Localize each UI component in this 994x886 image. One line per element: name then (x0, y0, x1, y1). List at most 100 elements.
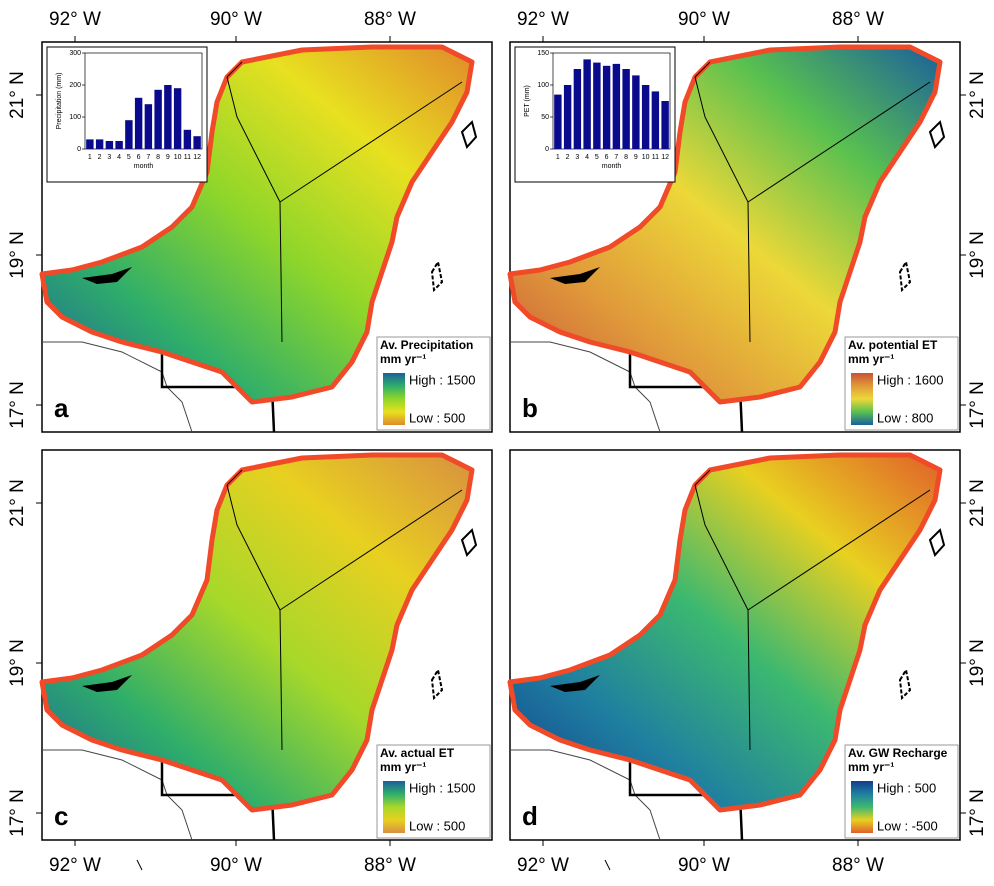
x-tick-label: 4 (117, 154, 121, 161)
latitude-label: 21° N (967, 479, 988, 527)
legend-ramp (383, 781, 405, 833)
x-tick-label: 12 (661, 154, 669, 161)
x-tick-label: 2 (98, 154, 102, 161)
panel-label: b (522, 393, 538, 423)
bar (125, 120, 132, 149)
x-tick-label: 1 (556, 154, 560, 161)
longitude-label: 88° W (364, 855, 416, 876)
x-tick-label: 12 (193, 154, 201, 161)
inset-chart: 0100200300123456789101112monthPrecipitat… (47, 47, 207, 182)
x-tick-label: 6 (137, 154, 141, 161)
panel-label: a (54, 393, 69, 423)
bar (613, 64, 620, 149)
legend-low: Low : -500 (877, 818, 938, 833)
bar (174, 88, 181, 149)
bar (661, 101, 668, 149)
legend-high: High : 500 (877, 780, 936, 795)
x-tick-label: 9 (166, 154, 170, 161)
legend-ramp (383, 373, 405, 425)
legend-unit: mm yr⁻¹ (380, 352, 426, 366)
bar (603, 66, 610, 149)
x-tick-label: 5 (595, 154, 599, 161)
legend-unit: mm yr⁻¹ (848, 760, 894, 774)
legend-high: High : 1500 (409, 780, 476, 795)
longitude-label: 90° W (678, 9, 730, 30)
bar (642, 85, 649, 149)
x-tick-label: 9 (634, 154, 638, 161)
bar (652, 91, 659, 149)
legend-ramp (851, 373, 873, 425)
y-tick-label: 0 (77, 146, 81, 153)
y-tick-label: 150 (537, 50, 549, 57)
legend-title: Av. GW Recharge (848, 746, 948, 760)
legend: Av. potential ETmm yr⁻¹High : 1600Low : … (845, 337, 958, 430)
panel-label: d (522, 801, 538, 831)
y-tick-label: 100 (69, 114, 81, 121)
bar (554, 95, 561, 149)
bar (135, 98, 142, 149)
latitude-label: 21° N (7, 71, 28, 119)
legend-low: Low : 500 (409, 410, 465, 425)
latitude-label: 21° N (967, 71, 988, 119)
longitude-label: 92° W (517, 855, 569, 876)
y-tick-label: 200 (69, 82, 81, 89)
x-tick-label: 5 (127, 154, 131, 161)
latitude-label: 17° N (967, 381, 988, 429)
legend-title: Av. potential ET (848, 338, 938, 352)
longitude-label: 88° W (364, 9, 416, 30)
bar (96, 139, 103, 149)
bar (86, 139, 93, 149)
bar (622, 69, 629, 149)
longitude-label: 88° W (832, 855, 884, 876)
bar (184, 130, 191, 149)
longitude-label: 90° W (678, 855, 730, 876)
longitude-label: 92° W (49, 9, 101, 30)
x-tick-label: 10 (642, 154, 650, 161)
panel-label: c (54, 801, 68, 831)
bar (632, 75, 639, 149)
x-tick-label: 8 (624, 154, 628, 161)
longitude-label: 92° W (49, 855, 101, 876)
legend-title: Av. actual ET (380, 746, 455, 760)
longitude-label: 90° W (210, 855, 262, 876)
figure: aAv. Precipitationmm yr⁻¹High : 1500Low … (0, 0, 994, 881)
x-tick-label: 1 (88, 154, 92, 161)
bar (574, 69, 581, 149)
x-tick-label: 10 (174, 154, 182, 161)
x-tick-label: 8 (156, 154, 160, 161)
x-tick-label: 11 (184, 154, 191, 161)
x-tick-label: 4 (585, 154, 589, 161)
legend-title: Av. Precipitation (380, 338, 473, 352)
latitude-label: 19° N (7, 231, 28, 279)
x-tick-label: 3 (107, 154, 111, 161)
border-line (137, 860, 142, 870)
longitude-label: 88° W (832, 9, 884, 30)
x-tick-label: 7 (614, 154, 618, 161)
latitude-label: 17° N (7, 381, 28, 429)
legend-unit: mm yr⁻¹ (848, 352, 894, 366)
x-tick-label: 3 (575, 154, 579, 161)
x-axis-label: month (134, 163, 154, 170)
longitude-label: 92° W (517, 9, 569, 30)
bar (106, 141, 113, 149)
bar (583, 59, 590, 149)
latitude-label: 19° N (967, 639, 988, 687)
y-axis-label: PET (mm) (524, 85, 531, 117)
legend: Av. actual ETmm yr⁻¹High : 1500Low : 500 (377, 745, 490, 838)
bar (164, 85, 171, 149)
y-tick-label: 0 (545, 146, 549, 153)
legend-ramp (851, 781, 873, 833)
x-tick-label: 7 (146, 154, 150, 161)
x-tick-label: 2 (566, 154, 570, 161)
legend-high: High : 1600 (877, 372, 944, 387)
bar (145, 104, 152, 149)
longitude-label: 90° W (210, 9, 262, 30)
latitude-label: 21° N (7, 479, 28, 527)
latitude-label: 19° N (967, 231, 988, 279)
y-tick-label: 300 (69, 50, 81, 57)
